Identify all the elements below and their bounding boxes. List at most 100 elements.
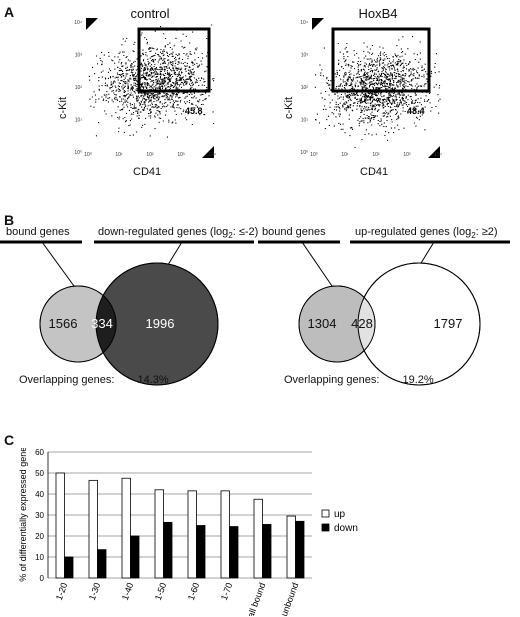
venn-count-both: 428 xyxy=(351,316,373,331)
x-tick-label: 10³ xyxy=(403,152,411,158)
legend-label-down: down xyxy=(334,523,358,534)
y-tick-label: 10³ xyxy=(75,53,83,59)
x-tick-label: 10⁴ xyxy=(434,152,442,158)
chart-y-tick-labels: 0 10 20 30 40 50 60 xyxy=(35,448,44,583)
x-tick-label: 1-30 xyxy=(87,581,103,601)
overlap-right-caption: Overlapping genes: xyxy=(284,374,380,386)
x-tick-label: 10¹ xyxy=(341,152,349,158)
gate-value: 45.8 xyxy=(185,106,203,116)
x-tick-label: 10² xyxy=(372,152,380,158)
bar-up xyxy=(187,490,197,579)
venn-count-only2: 1996 xyxy=(146,316,175,331)
y-tick-label: 10² xyxy=(75,85,83,91)
y-tick-label: 10² xyxy=(301,85,309,91)
x-tick-label: unbound xyxy=(279,581,300,616)
venn-left-set2-label-post: : ≤-2) xyxy=(232,226,259,238)
x-tick-label: 10³ xyxy=(177,152,185,158)
overlap-left-value: 14.3% xyxy=(137,374,169,386)
x-tick-label: 10¹ xyxy=(115,152,123,158)
chart-ylabel: % of differentially expressed genes xyxy=(18,448,28,582)
venn-right-set1-label: bound genes xyxy=(262,226,326,238)
venn-left-set2-label-pre: down-regulated genes (log xyxy=(98,226,229,238)
bar-up xyxy=(154,489,164,579)
venn-count-only2: 1797 xyxy=(434,316,463,331)
axis-corner-triangle xyxy=(428,146,440,158)
x-tick-label: 1-60 xyxy=(186,581,202,601)
venn-left-set2-label-sub: 2 xyxy=(228,231,233,241)
flow-plot-control: 45.8 10⁴ 10³ 10² 10¹ 10⁰ 10⁰ 10¹ 10² 10³ 10⁴ xyxy=(74,18,216,158)
y-tick-label: 40 xyxy=(35,490,44,499)
bar-up xyxy=(220,490,230,579)
bar-down xyxy=(64,556,74,579)
x-tick-labels: 10⁰ 10¹ 10² 10³ 10⁴ xyxy=(84,152,216,158)
x-tick-label: 10² xyxy=(146,152,154,158)
bar-up xyxy=(253,498,263,579)
flow-xlabel-hoxb4: CD41 xyxy=(360,166,389,178)
bar-down xyxy=(196,525,206,579)
flow-plot-title-control: control xyxy=(130,6,170,21)
venn-right-set2-label-sub: 2 xyxy=(471,231,476,241)
chart-x-tick-labels: 1-20 1-30 1-40 1-50 1-60 1-70 all bound unbound xyxy=(54,581,301,616)
scatter-points xyxy=(314,36,441,149)
venn-outline xyxy=(357,262,481,386)
venn-diagrams: 1566 334 1996 1304 428 1797 xyxy=(0,240,510,386)
panel-a-letter: A xyxy=(4,4,15,20)
y-tick-label: 10¹ xyxy=(301,118,309,124)
bar-chart: % of differentially expressed genes 0 10 2… xyxy=(18,448,358,616)
venn-left-set2-label: down-regulated genes (log2: ≤-2) xyxy=(98,226,258,240)
chart-bars xyxy=(55,472,305,579)
bar-down xyxy=(130,535,140,579)
overlap-left-caption: Overlapping genes: xyxy=(19,374,115,386)
y-tick-label: 10⁴ xyxy=(300,20,308,26)
flow-plot-title-hoxb4: HoxB4 xyxy=(358,6,398,21)
y-tick-label: 10⁴ xyxy=(74,20,82,26)
legend-swatch-down xyxy=(321,523,330,532)
x-tick-label: all bound xyxy=(245,581,267,616)
y-tick-label: 50 xyxy=(35,469,44,478)
y-tick-labels: 10⁴ 10³ 10² 10¹ 10⁰ xyxy=(300,20,308,156)
overlap-right: Overlapping genes: 19.2% xyxy=(284,374,434,386)
legend-swatch-up xyxy=(321,509,330,518)
gate-rectangle xyxy=(331,27,431,93)
x-tick-label: 10⁰ xyxy=(84,152,92,158)
leader-line xyxy=(301,241,333,287)
bar-down xyxy=(97,549,107,579)
flow-xlabel-control: CD41 xyxy=(133,166,162,178)
y-tick-label: 60 xyxy=(35,448,44,457)
gate-value: 48.4 xyxy=(407,106,425,116)
venn-count-both: 334 xyxy=(91,316,113,331)
x-tick-label: 1-20 xyxy=(54,581,70,601)
x-tick-label: 10⁰ xyxy=(310,152,318,158)
y-tick-labels: 10⁴ 10³ 10² 10¹ 10⁰ xyxy=(74,20,82,156)
bar-down xyxy=(262,524,272,579)
legend-label-up: up xyxy=(334,509,346,520)
flow-plot-hoxb4: 48.4 10⁴ 10³ 10² 10¹ 10⁰ 10⁰ 10¹ 10² 10³ 10⁴ xyxy=(300,18,442,158)
bar-up xyxy=(121,477,131,579)
y-tick-label: 20 xyxy=(35,532,44,541)
y-tick-label: 10⁰ xyxy=(74,150,82,156)
axis-corner-triangle xyxy=(86,18,98,30)
x-tick-label: 1-40 xyxy=(120,581,136,601)
overlap-left: Overlapping genes: 14.3% xyxy=(19,374,169,386)
bar-up xyxy=(286,515,296,579)
venn-right-set2-label-post: : ≥2) xyxy=(475,226,498,238)
panel-b-letter: B xyxy=(4,212,15,228)
bar-up xyxy=(55,472,65,579)
bar-up xyxy=(88,479,98,579)
y-tick-label: 10¹ xyxy=(75,118,83,124)
venn-left-set1-label: bound genes xyxy=(6,226,70,238)
gate-rectangle xyxy=(137,27,211,93)
y-tick-label: 10³ xyxy=(301,53,309,59)
scatter-cloud xyxy=(88,24,215,138)
y-tick-label: 10 xyxy=(35,553,44,562)
venn-right-set2-label: up-regulated genes (log2: ≥2) xyxy=(355,226,498,240)
axis-corner-triangle xyxy=(202,146,214,158)
bar-down xyxy=(295,520,305,579)
venn-count-only1: 1304 xyxy=(308,316,337,331)
venn-count-only1: 1566 xyxy=(49,316,78,331)
scatter-points xyxy=(88,24,215,138)
venn-outline xyxy=(298,285,376,363)
venn-outline xyxy=(95,262,219,386)
bar-down xyxy=(163,521,173,579)
bar-down xyxy=(229,526,239,579)
